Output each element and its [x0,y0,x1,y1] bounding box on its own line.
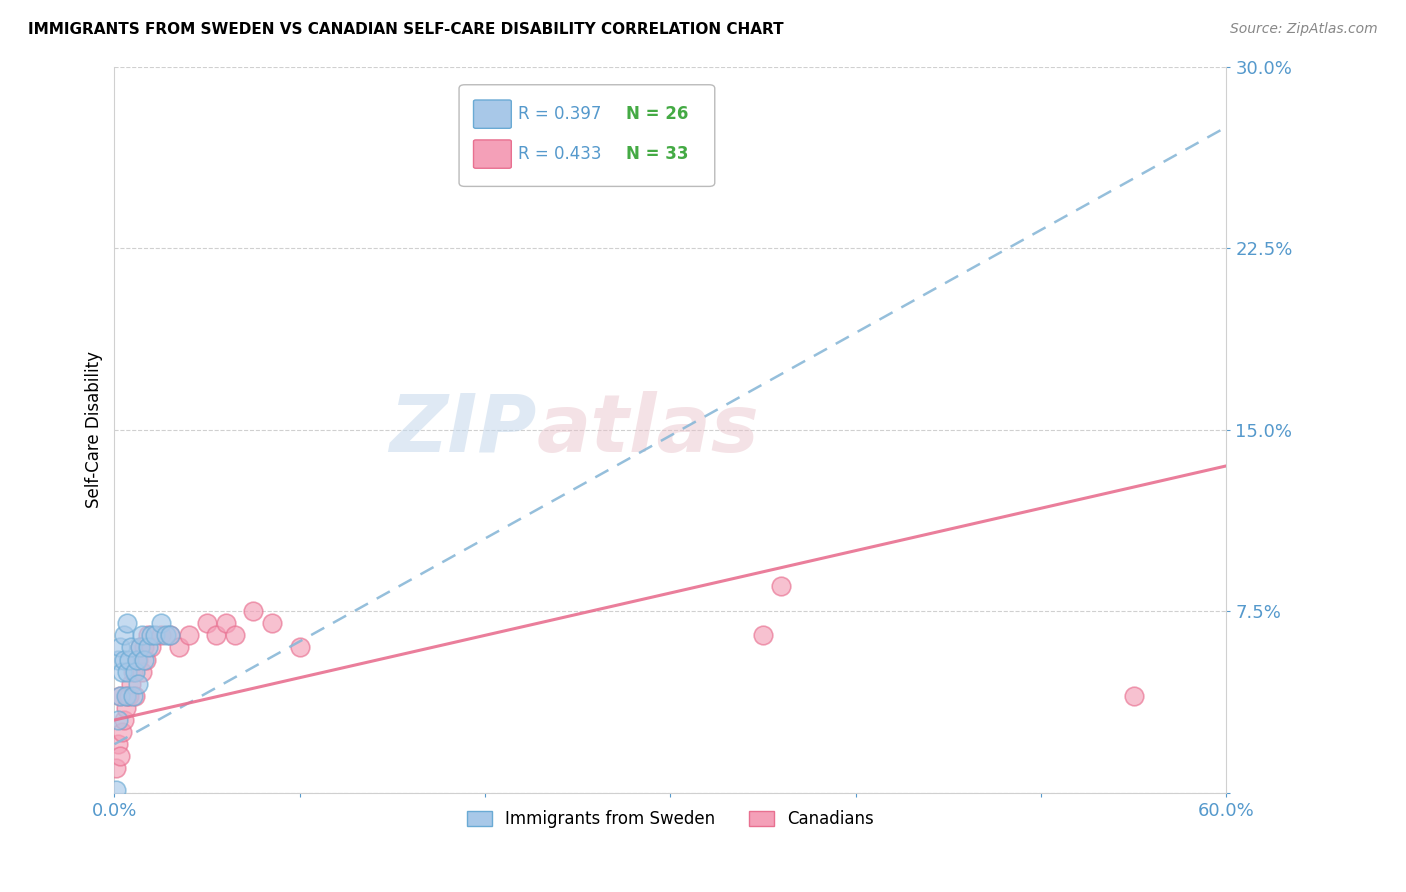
Point [177,628,200,642]
Text: atlas: atlas [537,391,759,468]
FancyBboxPatch shape [458,85,714,186]
Text: N = 26: N = 26 [626,104,688,123]
Point [120,677,142,691]
Point [111,725,134,739]
Point [117,689,139,703]
Text: Source: ZipAtlas.com: Source: ZipAtlas.com [1230,22,1378,37]
Point [136,628,159,642]
Point [108,689,131,703]
FancyBboxPatch shape [474,140,512,169]
Point [117,616,139,631]
Legend: Immigrants from Sweden, Canadians: Immigrants from Sweden, Canadians [460,804,880,835]
Point [124,665,146,679]
Point [288,640,311,655]
Point [125,652,148,666]
Point [108,640,131,655]
Point [107,652,129,666]
Point [132,652,155,666]
Point [105,761,128,775]
Point [112,628,135,642]
Point [149,616,172,631]
Point [155,628,177,642]
Point [117,665,139,679]
Point [135,652,157,666]
Point [141,640,163,655]
Point [108,689,131,703]
Point [149,628,172,642]
Text: IMMIGRANTS FROM SWEDEN VS CANADIAN SELF-CARE DISABILITY CORRELATION CHART: IMMIGRANTS FROM SWEDEN VS CANADIAN SELF-… [28,22,783,37]
Point [112,713,135,727]
Point [129,640,152,655]
Text: N = 33: N = 33 [626,145,689,162]
Point [1122,689,1144,703]
Point [214,616,236,631]
Point [131,665,153,679]
Text: R = 0.397: R = 0.397 [517,104,602,123]
Point [224,628,246,642]
Point [132,640,155,655]
Point [118,652,141,666]
Point [120,640,142,655]
Point [124,689,146,703]
Point [141,628,163,642]
Point [107,713,129,727]
Point [260,616,283,631]
Point [1215,95,1237,110]
Point [114,689,136,703]
Point [752,628,775,642]
Text: ZIP: ZIP [389,391,537,468]
Point [159,628,181,642]
Point [122,689,145,703]
Point [136,640,159,655]
Point [112,652,135,666]
Point [128,652,150,666]
Point [195,616,218,631]
Point [114,701,136,715]
Point [122,665,145,679]
Point [205,628,228,642]
FancyBboxPatch shape [474,100,512,128]
Point [143,628,166,642]
Point [108,749,131,764]
Text: R = 0.433: R = 0.433 [517,145,602,162]
Point [167,640,190,655]
Point [128,677,150,691]
Point [131,628,153,642]
Point [118,689,141,703]
Point [111,665,134,679]
Point [159,628,181,642]
Point [107,737,129,751]
Point [125,652,148,666]
Y-axis label: Self-Care Disability: Self-Care Disability [86,351,103,508]
Point [129,640,152,655]
Point [242,604,264,618]
Point [105,783,128,797]
